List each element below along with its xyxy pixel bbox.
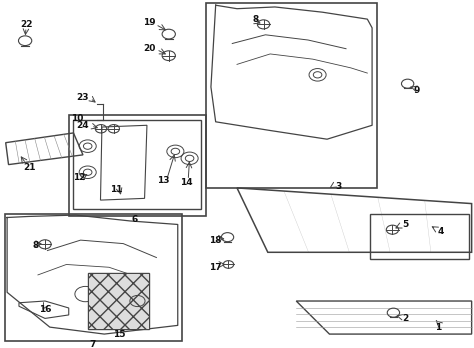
- Text: 21: 21: [24, 163, 36, 172]
- Text: 4: 4: [438, 227, 444, 236]
- Text: 9: 9: [414, 86, 420, 95]
- Bar: [370, 214, 469, 259]
- Text: 14: 14: [180, 178, 192, 187]
- Bar: [73, 120, 201, 209]
- Text: 23: 23: [77, 93, 89, 102]
- Bar: [88, 273, 149, 329]
- Text: 11: 11: [110, 185, 122, 194]
- Text: 2: 2: [402, 314, 409, 323]
- Text: 7: 7: [89, 340, 96, 348]
- Text: 24: 24: [77, 121, 89, 130]
- Text: 22: 22: [20, 20, 32, 29]
- Text: 12: 12: [73, 173, 86, 182]
- Text: 10: 10: [71, 114, 83, 123]
- Text: 5: 5: [402, 220, 409, 229]
- Text: 18: 18: [210, 236, 222, 245]
- Text: 8: 8: [32, 241, 39, 250]
- Text: 1: 1: [435, 323, 442, 332]
- Bar: [5, 214, 182, 341]
- Text: 3: 3: [336, 182, 342, 191]
- Text: 6: 6: [132, 215, 138, 224]
- Text: 17: 17: [210, 263, 222, 272]
- Text: 19: 19: [144, 18, 156, 27]
- Text: 15: 15: [113, 330, 126, 339]
- Bar: [69, 115, 206, 216]
- Bar: [88, 273, 149, 329]
- Text: 8: 8: [253, 15, 259, 24]
- Text: 16: 16: [39, 305, 51, 314]
- Text: 13: 13: [157, 176, 170, 185]
- Bar: [206, 3, 377, 188]
- Text: 20: 20: [144, 44, 156, 53]
